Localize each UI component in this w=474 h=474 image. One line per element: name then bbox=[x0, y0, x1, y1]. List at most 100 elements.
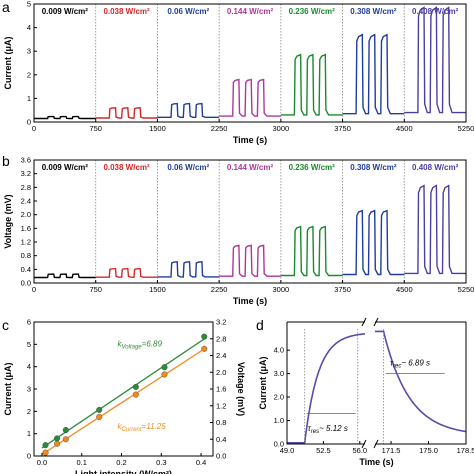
panel-b: b 0.009 W/cm² 0.038 W/cm² 0.06 W/cm² 0.144 … bbox=[2, 153, 474, 306]
y-tick-label: 2 bbox=[27, 70, 31, 79]
data-point-0-6 bbox=[201, 345, 208, 352]
intensity-scatter-plot: 0.0 0.1 0.2 0.3 0.4 0 1 2 3 4 5 6 0.0 0.4 0.8 1.2 1.6 2.0… bbox=[3, 318, 246, 474]
series-line-5 bbox=[342, 33, 405, 115]
y-tick-label: 1.6 bbox=[21, 224, 31, 233]
y-axis-title: Current (μA) bbox=[258, 356, 268, 409]
band-label-1: 0.038 W/cm² bbox=[103, 7, 150, 16]
x-tick-label: 1500 bbox=[149, 285, 166, 294]
x-tick-label: 3750 bbox=[334, 124, 351, 133]
x-tick-label: 750 bbox=[89, 124, 102, 133]
panel-c: c 0.0 0.1 0.2 0.3 0.4 0 1 2 3 4 5 6 0.0 0.4 0.8 1.2 1.6 2… bbox=[2, 317, 246, 474]
data-point-0-3 bbox=[96, 413, 103, 420]
band-label-0: 0.009 W/cm² bbox=[42, 7, 89, 16]
x-axis-title: Time (s) bbox=[359, 457, 393, 467]
fit-line-0 bbox=[41, 348, 205, 456]
band-label-3: 0.144 W/cm² bbox=[227, 7, 274, 16]
tau-annotation-0: τres~ 5.12 s bbox=[308, 424, 348, 435]
y-tick-label: 2.4 bbox=[21, 197, 31, 206]
x-tick-label: 0.4 bbox=[196, 458, 206, 467]
y-tick-label: 1.2 bbox=[21, 238, 31, 247]
series-line-6 bbox=[404, 184, 466, 275]
x-tick-label: 1500 bbox=[149, 124, 166, 133]
band-label-6: 0.408 W/cm² bbox=[412, 163, 459, 172]
y-tick-label-right: 0.0 bbox=[216, 452, 226, 461]
x-tick-label: 4500 bbox=[396, 124, 413, 133]
x-tick-label-right: 178.5 bbox=[457, 446, 474, 455]
panel-letter-c: c bbox=[2, 317, 9, 333]
k-value: =6.89 bbox=[142, 340, 163, 349]
x-tick-label: 750 bbox=[89, 285, 102, 294]
series-line-1 bbox=[95, 107, 158, 119]
k-annotation-1: kCurrent=11.25 bbox=[118, 422, 167, 433]
data-point-0-4 bbox=[132, 391, 139, 398]
band-label-3: 0.144 W/cm² bbox=[227, 163, 274, 172]
series-line-4 bbox=[280, 53, 343, 116]
x-tick-label-right: 171.5 bbox=[382, 446, 401, 455]
data-point-1-0 bbox=[42, 442, 49, 449]
y-tick-label-right: 2.4 bbox=[216, 351, 226, 360]
series-line-5 bbox=[342, 209, 405, 276]
x-axis-title: Light intensity (W/cm²) bbox=[75, 469, 172, 474]
y-tick-label-left: 0 bbox=[27, 452, 31, 461]
y-tick-label: 0.4 bbox=[21, 265, 31, 274]
axis-break-mark bbox=[373, 317, 379, 327]
x-tick-label: 5250 bbox=[458, 124, 474, 133]
y-tick-label-right: 1.2 bbox=[216, 401, 226, 410]
band-label-1: 0.038 W/cm² bbox=[103, 163, 150, 172]
x-tick-label: 0.3 bbox=[156, 458, 166, 467]
series-line-2 bbox=[157, 261, 220, 278]
x-tick-label: 3000 bbox=[273, 124, 290, 133]
band-label-4: 0.236 W/cm² bbox=[289, 163, 336, 172]
series-line-0 bbox=[34, 273, 96, 279]
axis-break-mark bbox=[361, 317, 367, 327]
panel-letter-d: d bbox=[256, 317, 264, 333]
x-tick-label: 0.2 bbox=[116, 458, 126, 467]
tau-value: ~ 6.89 s bbox=[401, 358, 430, 367]
y-axis-title-right: Voltage (mV) bbox=[236, 362, 246, 416]
fit-line-1 bbox=[41, 338, 205, 449]
y-tick-label-right: 2.0 bbox=[216, 368, 226, 377]
y-tick-label-left: 2 bbox=[27, 407, 31, 416]
k-symbol: k bbox=[118, 422, 123, 431]
current-time-plot: 0.009 W/cm² 0.038 W/cm² 0.06 W/cm² 0.144 W/… bbox=[3, 0, 474, 145]
y-axis-title: Current (μA) bbox=[3, 36, 13, 89]
y-tick-label-right: 0.4 bbox=[216, 435, 226, 444]
y-tick-label: 2.8 bbox=[21, 183, 31, 192]
k-subscript: Voltage bbox=[122, 345, 143, 351]
y-tick-label-left: 3 bbox=[27, 385, 31, 394]
k-annotation-0: kVoltage=6.89 bbox=[118, 340, 163, 351]
plot-frame bbox=[33, 159, 467, 284]
x-tick-label: 4500 bbox=[396, 285, 413, 294]
band-label-2: 0.06 W/cm² bbox=[167, 7, 209, 16]
tau-value: ~ 5.12 s bbox=[319, 424, 348, 433]
x-tick-label: 52.5 bbox=[316, 446, 331, 455]
y-tick-label-left: 5 bbox=[27, 340, 31, 349]
x-tick-label: 49.0 bbox=[280, 446, 295, 455]
band-label-0: 0.009 W/cm² bbox=[42, 163, 89, 172]
x-tick-label: 0 bbox=[32, 285, 36, 294]
panel-letter-b: b bbox=[2, 153, 10, 169]
tau-annotation-1: τrec~ 6.89 s bbox=[390, 358, 430, 369]
y-tick-label: 1.0 bbox=[274, 416, 284, 425]
x-tick-label: 3000 bbox=[273, 285, 290, 294]
x-axis-title: Time (s) bbox=[233, 296, 267, 306]
data-point-1-3 bbox=[96, 406, 103, 413]
band-label-5: 0.308 W/cm² bbox=[350, 7, 397, 16]
x-tick-label: 3750 bbox=[334, 285, 351, 294]
axis-break-mark bbox=[373, 439, 379, 449]
series-line-2 bbox=[157, 102, 220, 118]
y-tick-label-left: 4 bbox=[27, 362, 31, 371]
data-point-1-4 bbox=[132, 383, 139, 390]
y-tick-label: 0.0 bbox=[21, 279, 31, 288]
y-tick-label: 3.0 bbox=[274, 369, 284, 378]
panel-d: d 49.0 52.5 56.0 171.5 175.0 178.5 0.0 1.0 2.0 3.… bbox=[256, 317, 474, 467]
y-axis-title-left: Current (μA) bbox=[3, 362, 13, 415]
x-tick-label: 2250 bbox=[211, 285, 228, 294]
series-line-0 bbox=[34, 115, 96, 120]
y-tick-label: 3.6 bbox=[21, 156, 31, 165]
k-symbol: k bbox=[118, 340, 123, 349]
y-tick-label-right: 1.6 bbox=[216, 385, 226, 394]
y-tick-label: 2.0 bbox=[274, 393, 284, 402]
series-line-4 bbox=[280, 225, 343, 277]
